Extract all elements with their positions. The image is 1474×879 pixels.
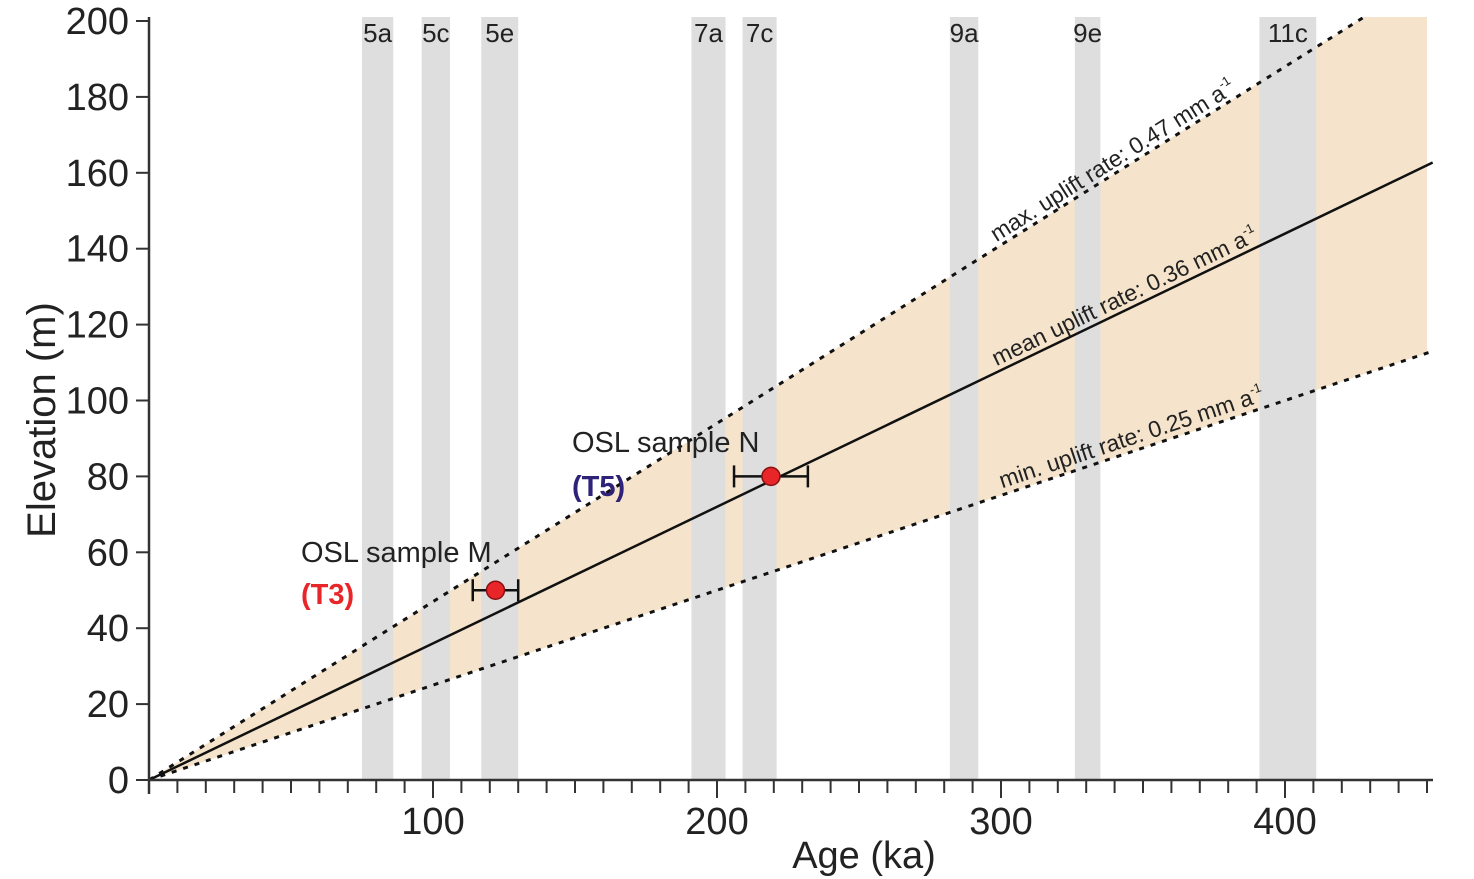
- y-tick-label: 80: [87, 456, 129, 498]
- min-uplift-line: [149, 349, 1433, 780]
- sample-point: [761, 466, 781, 487]
- stage-label: 5c: [422, 18, 449, 48]
- stage-label: 9a: [950, 18, 979, 48]
- terrace-label: (T3): [301, 579, 354, 611]
- y-tick-label: 20: [87, 684, 129, 726]
- stage-label: 5a: [363, 18, 392, 48]
- y-tick-label: 200: [66, 1, 129, 43]
- x-tick-label: 100: [401, 801, 464, 843]
- stage-band-9e: [1074, 17, 1101, 780]
- y-tick-label: 160: [66, 153, 129, 195]
- stage-label: 9e: [1073, 18, 1102, 48]
- stage-band-7a: [691, 17, 726, 780]
- y-tick-label: 40: [87, 608, 129, 650]
- stage-label: 7a: [694, 18, 723, 48]
- stage-label: 7c: [746, 18, 773, 48]
- y-axis-label: Elevation (m): [20, 302, 64, 538]
- stage-label: 11c: [1268, 18, 1308, 48]
- x-tick-label: 400: [1253, 801, 1316, 843]
- uplift-envelope: [149, 17, 1427, 780]
- mean-uplift-line: [149, 161, 1433, 780]
- x-tick-label: 200: [685, 801, 748, 843]
- y-tick-label: 180: [66, 77, 129, 119]
- max-uplift-line: [149, 17, 1367, 780]
- osl-samples: OSL sample M (T3) OSL sample N (T5): [301, 427, 810, 611]
- uplift-lines: [149, 17, 1433, 780]
- sample-label: OSL sample N: [572, 427, 760, 459]
- stage-label: 5e: [485, 18, 514, 48]
- uplift-envelope-fill: [149, 17, 1427, 780]
- y-tick-label: 120: [66, 305, 129, 347]
- superscript: -1: [1215, 73, 1233, 92]
- y-tick-label: 60: [87, 532, 129, 574]
- isotope-stage-bands-overlay: 5a 5c 5e 7a 7c 9a 9e 11c: [362, 17, 1317, 780]
- stage-band-5c: [421, 17, 451, 780]
- x-axis-label: Age (ka): [792, 835, 936, 877]
- y-tick-label: 140: [66, 229, 129, 271]
- y-tick-label: 0: [108, 760, 129, 802]
- sample-label: OSL sample M: [301, 537, 492, 569]
- y-tick-label: 100: [66, 381, 129, 423]
- superscript: -1: [1247, 380, 1263, 398]
- stage-band-5a: [362, 17, 394, 780]
- stage-band-7c: [742, 17, 777, 780]
- sample-point: [485, 580, 506, 600]
- stage-band-5e: [481, 17, 519, 780]
- terrace-label: (T5): [572, 471, 625, 503]
- stage-band-9a: [949, 17, 979, 780]
- axes: 100 200 300 400 0 20 40 60 80 100 120 140 160 180 200: [66, 1, 1433, 843]
- x-tick-label: 300: [969, 801, 1032, 843]
